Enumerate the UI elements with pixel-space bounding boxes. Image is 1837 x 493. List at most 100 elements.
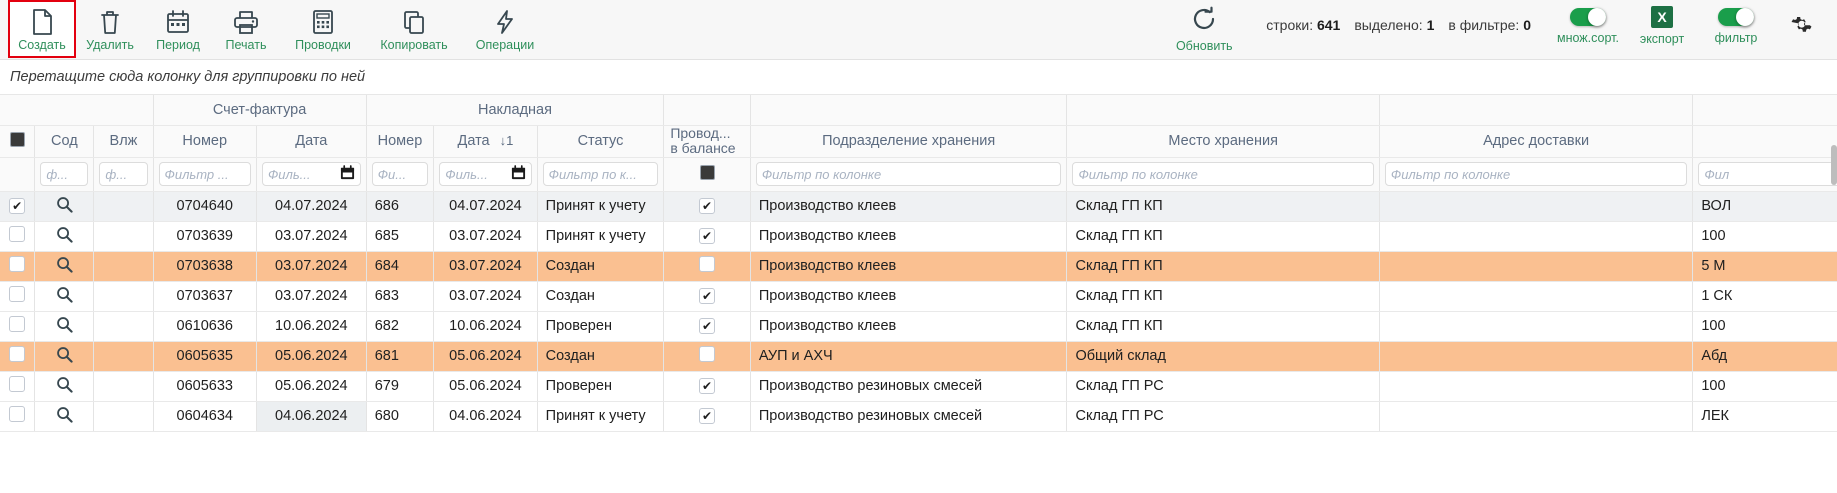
cell-storage-unit[interactable]: Производство резиновых смесей [750, 371, 1068, 402]
search-icon[interactable] [56, 377, 73, 397]
cell-balance[interactable]: ✔ [663, 191, 751, 222]
cell-extra[interactable]: ЛЕК [1692, 401, 1837, 432]
column-header-invoice-date[interactable]: Дата [256, 125, 367, 158]
cell-invoice-date[interactable]: 04.06.2024 [256, 401, 367, 432]
row-checkbox[interactable] [699, 256, 716, 273]
scrollbar-thumb[interactable] [1831, 145, 1837, 185]
filter-cell-delivery-address[interactable]: Фильтр по колонке [1379, 157, 1694, 192]
cell-vlzh[interactable] [93, 221, 154, 252]
row-select-cell[interactable] [0, 401, 36, 432]
select-all-header[interactable] [0, 125, 36, 158]
row-select-cell[interactable] [0, 371, 36, 402]
cell-delivery-address[interactable] [1379, 281, 1694, 312]
select-all-icon[interactable] [9, 131, 25, 147]
table-row[interactable]: 0610636 10.06.2024 682 10.06.2024 Проверен ✔ П… [0, 311, 1837, 342]
cell-invoice-date[interactable]: 03.07.2024 [256, 221, 367, 252]
search-icon[interactable] [56, 407, 73, 427]
row-checkbox[interactable]: ✔ [699, 318, 716, 335]
row-checkbox[interactable]: ✔ [699, 198, 716, 215]
cell-waybill-number[interactable]: 682 [366, 311, 435, 342]
row-checkbox[interactable] [9, 226, 26, 243]
row-checkbox[interactable]: ✔ [699, 228, 716, 245]
cell-invoice-number[interactable]: 0605633 [153, 371, 257, 402]
filter-cell-storage-unit[interactable]: Фильтр по колонке [750, 157, 1068, 192]
cell-invoice-date[interactable]: 10.06.2024 [256, 311, 367, 342]
group-panel[interactable]: Перетащите сюда колонку для группировки … [0, 60, 1837, 95]
cell-waybill-date[interactable]: 04.06.2024 [433, 401, 538, 432]
filter-input-storage-place[interactable]: Фильтр по колонке [1072, 162, 1374, 187]
cell-balance[interactable] [663, 341, 751, 372]
column-header-status[interactable]: Статус [537, 125, 665, 158]
cell-storage-place[interactable]: Склад ГП КП [1066, 281, 1380, 312]
balance-select-all-icon[interactable] [699, 164, 715, 180]
row-select-cell[interactable] [0, 311, 36, 342]
settings-button[interactable] [1775, 0, 1827, 58]
multi-sort-toggle[interactable]: множ.сорт. [1549, 0, 1627, 58]
table-row[interactable]: 0605633 05.06.2024 679 05.06.2024 Проверен ✔ П… [0, 371, 1837, 402]
row-open-cell[interactable] [34, 371, 95, 402]
cell-balance[interactable]: ✔ [663, 311, 751, 342]
row-select-cell[interactable] [0, 341, 36, 372]
cell-invoice-date[interactable]: 05.06.2024 [256, 341, 367, 372]
cell-vlzh[interactable] [93, 281, 154, 312]
table-row[interactable]: 0703638 03.07.2024 684 03.07.2024 Создан Прои… [0, 251, 1837, 282]
filter-input-waybill-number[interactable]: Фи... [371, 162, 429, 187]
cell-invoice-number[interactable]: 0605635 [153, 341, 257, 372]
cell-extra[interactable]: 100 [1692, 221, 1837, 252]
cell-storage-unit[interactable]: Производство резиновых смесей [750, 401, 1068, 432]
cell-waybill-number[interactable]: 680 [366, 401, 435, 432]
row-open-cell[interactable] [34, 191, 95, 222]
row-checkbox[interactable]: ✔ [699, 378, 716, 395]
filter-input-delivery-address[interactable]: Фильтр по колонке [1384, 162, 1688, 187]
filter-input-status[interactable]: Фильтр по к... [542, 162, 659, 187]
cell-status[interactable]: Принят к учету [537, 221, 665, 252]
cell-waybill-number[interactable]: 684 [366, 251, 435, 282]
cell-delivery-address[interactable] [1379, 251, 1694, 282]
copy-button[interactable]: Копировать [366, 0, 462, 58]
cell-balance[interactable]: ✔ [663, 371, 751, 402]
cell-vlzh[interactable] [93, 251, 154, 282]
cell-extra[interactable]: 100 [1692, 311, 1837, 342]
row-select-cell[interactable]: ✔ [0, 191, 36, 222]
cell-invoice-number[interactable]: 0703639 [153, 221, 257, 252]
row-checkbox[interactable] [9, 406, 26, 423]
filter-input-invoice-number[interactable]: Фильтр ... [158, 162, 251, 187]
cell-waybill-date[interactable]: 03.07.2024 [433, 281, 538, 312]
cell-waybill-date[interactable]: 04.07.2024 [433, 191, 538, 222]
filter-switch[interactable] [1718, 8, 1754, 26]
cell-balance[interactable]: ✔ [663, 221, 751, 252]
cell-waybill-date[interactable]: 05.06.2024 [433, 341, 538, 372]
calendar-icon[interactable] [511, 165, 526, 183]
search-icon[interactable] [56, 257, 73, 277]
cell-status[interactable]: Проверен [537, 371, 665, 402]
column-header-balance[interactable]: Провод... в балансе [663, 125, 751, 158]
filter-cell-waybill-date[interactable]: Филь... [433, 157, 538, 192]
row-checkbox[interactable] [9, 346, 26, 363]
filter-cell-vlzh[interactable]: ф... [93, 157, 154, 192]
cell-extra[interactable]: 5 М [1692, 251, 1837, 282]
cell-invoice-number[interactable]: 0704640 [153, 191, 257, 222]
filter-input-sod[interactable]: ф... [40, 162, 89, 187]
cell-waybill-number[interactable]: 685 [366, 221, 435, 252]
delete-button[interactable]: Удалить [76, 0, 144, 58]
filter-cell-invoice-number[interactable]: Фильтр ... [153, 157, 257, 192]
row-open-cell[interactable] [34, 281, 95, 312]
row-checkbox[interactable]: ✔ [699, 408, 716, 425]
row-open-cell[interactable] [34, 221, 95, 252]
filter-toggle[interactable]: фильтр [1697, 0, 1775, 58]
column-header-waybill-number[interactable]: Номер [366, 125, 435, 158]
cell-waybill-date[interactable]: 03.07.2024 [433, 221, 538, 252]
row-open-cell[interactable] [34, 401, 95, 432]
row-select-cell[interactable] [0, 281, 36, 312]
cell-status[interactable]: Создан [537, 251, 665, 282]
table-row[interactable]: ✔ 0704640 04.07.2024 686 04.07.2024 Принят к … [0, 191, 1837, 222]
cell-delivery-address[interactable] [1379, 401, 1694, 432]
multi-sort-switch[interactable] [1570, 8, 1606, 26]
vertical-scrollbar[interactable] [1831, 95, 1837, 493]
create-button[interactable]: Создать [8, 0, 76, 58]
row-select-cell[interactable] [0, 251, 36, 282]
cell-invoice-number[interactable]: 0703638 [153, 251, 257, 282]
column-header-waybill-date[interactable]: Дата ↓1 [433, 125, 538, 158]
cell-balance[interactable]: ✔ [663, 401, 751, 432]
postings-button[interactable]: Проводки [280, 0, 366, 58]
